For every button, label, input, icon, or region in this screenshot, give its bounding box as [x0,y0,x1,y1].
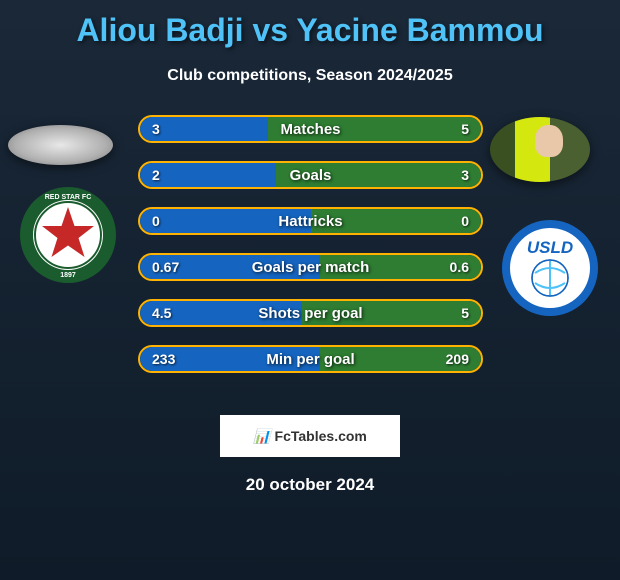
bar-label: Hattricks [278,213,342,230]
stat-bar: 2 3 Goals [138,161,483,189]
player-right-avatar [490,117,590,182]
page-title: Aliou Badji vs Yacine Bammou [0,0,620,49]
bar-value-right: 0 [461,213,469,229]
bar-value-right: 5 [461,305,469,321]
bar-segment-left [140,163,276,187]
club-left-logo: RED STAR FC 1897 [18,185,118,285]
bar-value-right: 0.6 [450,259,469,275]
bar-value-left: 2 [152,167,160,183]
stat-bar: 233 209 Min per goal [138,345,483,373]
stat-bars: 3 5 Matches 2 3 Goals 0 0 Hattricks 0.67 0.6 Goals … [138,115,483,391]
stat-bar: 0 0 Hattricks [138,207,483,235]
bar-label: Matches [280,121,340,138]
stat-bar: 4.5 5 Shots per goal [138,299,483,327]
stat-bar: 0.67 0.6 Goals per match [138,253,483,281]
bar-value-right: 5 [461,121,469,137]
bar-label: Min per goal [266,351,354,368]
bar-value-left: 3 [152,121,160,137]
svg-text:RED STAR FC: RED STAR FC [45,194,92,201]
bar-value-left: 4.5 [152,305,171,321]
bar-label: Shots per goal [258,305,362,322]
date-label: 20 october 2024 [0,475,620,495]
bar-value-right: 209 [446,351,469,367]
club-right-logo: USLD [500,218,600,318]
stat-bar: 3 5 Matches [138,115,483,143]
bar-value-left: 0 [152,213,160,229]
comparison-panel: RED STAR FC 1897 USLD 35Matches23Goals00… [0,115,620,395]
subtitle: Club competitions, Season 2024/2025 [0,67,620,85]
bar-label: Goals [290,167,332,184]
svg-text:1897: 1897 [60,272,76,279]
brand-icon: 📊 [253,428,270,445]
bar-label: Goals per match [252,259,370,276]
svg-text:USLD: USLD [527,238,573,257]
brand-label: FcTables.com [275,428,367,444]
bar-value-right: 3 [461,167,469,183]
brand-badge: 📊 FcTables.com [220,415,400,457]
bar-value-left: 233 [152,351,175,367]
bar-value-left: 0.67 [152,259,179,275]
player-left-avatar [8,125,113,165]
